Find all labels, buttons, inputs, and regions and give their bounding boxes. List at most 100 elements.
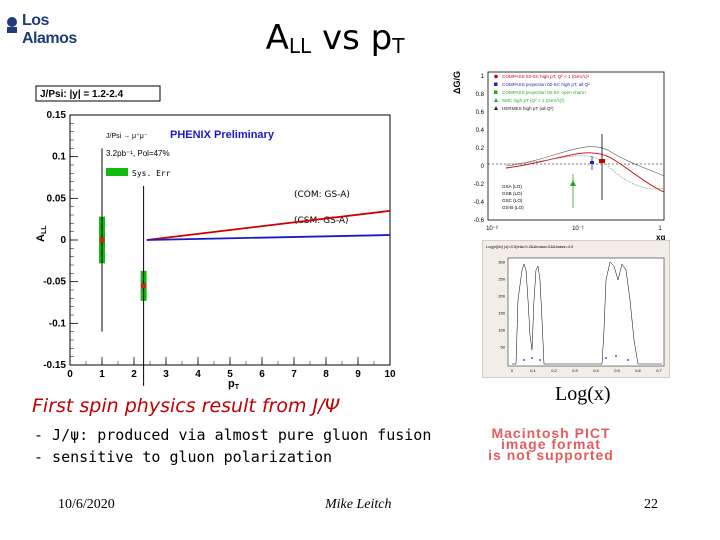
rapidity-box [35,85,161,102]
dg-x-tick-label: 1 [658,226,662,232]
dg-y-tick-label: -0.6 [474,218,485,224]
dg-y-tick-label: 1 [481,74,485,80]
theory-curves [146,209,391,241]
histo-x-tick-label: 0.3 [572,368,578,373]
dg-legend-lower-entry: GS-B (LO) [502,205,524,210]
x-tick-label: 9 [355,369,361,380]
los-alamos-logo: Los Alamos [4,6,104,47]
slide-title: ALL vs pT [265,18,405,58]
dg-curve-gsb [505,146,665,177]
dg-point-compass [599,159,605,163]
dg-legend-entry: COMPASS projection 02-04: high pT, all Q… [502,82,590,87]
dg-legend-entry: HERMES high pT (all Q²) [502,106,554,111]
page-number: 22 [644,497,658,512]
y-tick-labels: 0.15 0.1 0.05 0 -0.05 -0.1 -0.15 [43,110,66,371]
y-tick-label: 0.1 [52,152,66,163]
dg-legend: COMPASS 02-03: high pT, Q² < 1 (GeV/c)² C… [494,74,590,111]
y-tick-label: -0.15 [43,360,66,371]
histo-x-tick-label: 0.6 [635,368,641,373]
rapidity-label: J/Psi: |y| = 1.2-2.4 [40,89,124,100]
histo-x-tick-label: 0.1 [530,368,536,373]
dg-y-tick-labels: 1 0.8 0.6 0.4 0.2 0 -0.2 -0.4 -0.6 [474,74,485,224]
dg-legend-marker [494,82,498,86]
tick-marks [69,114,391,366]
dg-y-tick-label: 0 [481,164,485,170]
com-curve [146,209,391,241]
all-vs-pt-plot: 0.150.10.050-0.05-0.1-0.15 0 1 2 3 4 5 6 7 8 9 10 … [35,85,396,391]
histo-header: Log(x)|Ib( |x|<0.5)eta>0.2&&mass>2&&mass… [486,244,574,249]
histo-y-tick-label: 100 [498,328,505,333]
dg-legend-marker [494,74,498,79]
x-axis-label: pT [228,378,240,391]
plot-frame [69,114,391,366]
unsupported-image-placeholder: Macintosh PICT image format is not suppo… [488,425,614,463]
histo-y-tick-label: 150 [498,311,505,316]
dg-legend-lower: GSA (LO) GSB (LO) GSC (LO) GS-B (LO) [502,184,524,210]
com-label: (COM: GS-A) [294,190,350,200]
x-tick-label: 10 [384,369,396,380]
dg-x-tick-label: 10⁻¹ [572,226,584,232]
dg-ylabel: ΔG/G [452,71,462,94]
dg-y-tick-label: 0.8 [476,92,485,98]
data-point [99,237,105,243]
lumi-label: 3.2pb⁻¹, Pol=47% [106,149,170,158]
dg-legend-entry: COMPASS projection 02-04: open charm [502,90,586,95]
histo-x-tick-label: 0.2 [551,368,557,373]
x-tick-label: 4 [195,369,201,380]
y-tick-label: 0.15 [47,110,67,121]
histo-x-tick-label: 0 [511,368,514,373]
histo-frame [507,257,665,367]
bullet-list: - J/ψ: produced via almost pure gluon fu… [34,424,431,468]
dg-x-tick-label: 10⁻² [486,226,498,232]
dg-xlabel: xg [656,233,665,242]
logx-label: Log(x) [555,383,611,405]
first-spin-heading: First spin physics result from J/Ψ [32,395,340,417]
bullet-gluon-fusion: - J/ψ: produced via almost pure gluon fu… [34,426,432,444]
dg-legend-entry: COMPASS 02-03: high pT, Q² < 1 (GeV/c)² [502,74,590,79]
dg-y-tick-label: 0.2 [476,146,485,152]
dg-point-proj [590,161,594,164]
footer-author: Mike Leitch [325,497,392,512]
x-tick-label: 0 [67,369,73,380]
x-tick-label: 2 [131,369,137,380]
sys-legend-swatch [106,168,128,176]
histo-line [512,261,662,365]
y-tick-label: -0.05 [43,277,66,288]
logo-emblem-icon [7,17,17,33]
x-tick-label: 7 [291,369,297,380]
dg-y-tick-label: -0.2 [474,182,485,188]
y-tick-label: 0.05 [47,193,67,204]
x-tick-label: 3 [163,369,169,380]
bullet-gluon-polarization: - sensitive to gluon polarization [34,448,333,466]
dg-legend-entry: SMC high pT (Q² > 1 (GeV/c)²) [502,98,565,103]
reaction-label: J/Psi → μ⁺μ⁻ [106,133,148,140]
dg-y-tick-label: 0.4 [476,128,485,134]
x-tick-labels: 0 1 2 3 4 5 6 7 8 9 10 [67,369,396,380]
histo-points [523,355,629,361]
csm-curve [146,234,391,241]
dg-legend-marker [494,106,498,110]
histo-y-tick-label: 50 [501,345,506,350]
x-tick-label: 8 [323,369,329,380]
dg-curve-gsc [505,155,665,190]
histo-y-tick-labels: 300 250 200 150 100 50 [498,260,505,350]
y-tick-label: -0.1 [49,318,67,329]
dg-curve-gsa [505,152,665,193]
dg-x-tick-labels: 10⁻² 10⁻¹ 1 [486,226,662,232]
dg-legend-marker [494,90,498,94]
histo-y-tick-label: 250 [498,277,505,282]
histo-y-tick-label: 200 [498,294,505,299]
dg-legend-lower-entry: GSB (LO) [502,191,523,196]
data-points [99,148,147,386]
csm-label: (CSM: GS-A) [294,216,349,226]
dg-frame [487,71,665,221]
dg-point-smc [570,180,576,186]
histo-x-tick-labels: 0 0.1 0.2 0.3 0.4 0.5 0.6 0.7 [511,368,663,373]
logo-text: Los Alamos [22,12,77,47]
histo-y-tick-label: 300 [498,260,505,265]
delta-g-plot: ΔG/G 1 0.8 0.6 0.4 0.2 0 -0.2 -0.4 -0.6 10⁻² 10⁻¹… [446,64,676,242]
logx-histogram: Log(x)|Ib( |x|<0.5)eta>0.2&&mass>2&&mass… [482,240,670,378]
x-tick-label: 6 [259,369,265,380]
dg-y-tick-label: -0.4 [474,200,485,206]
dg-legend-marker [494,98,498,102]
